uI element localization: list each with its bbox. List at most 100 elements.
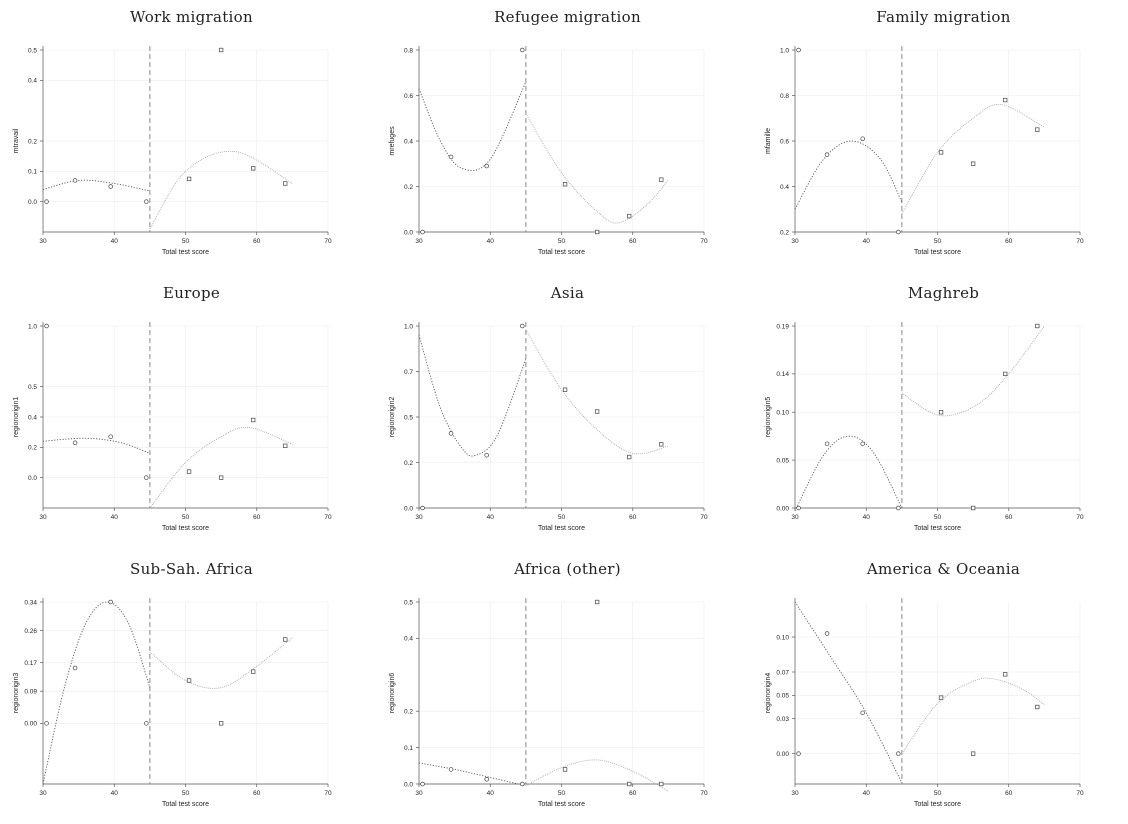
x-tick-label: 60 (1005, 238, 1013, 245)
y-axis-label: mtravail (13, 128, 20, 153)
data-point-right (186, 469, 192, 474)
data-point-right (562, 387, 568, 392)
y-tick-label: 0.5 (28, 384, 37, 391)
y-tick-label: 0.00 (24, 721, 37, 728)
data-point-left (44, 721, 49, 726)
data-point-left (484, 452, 489, 458)
fit-line-right (149, 637, 293, 689)
y-axis-label: mrefuges (389, 126, 396, 156)
data-point-left (420, 781, 425, 787)
x-tick-label: 60 (1005, 790, 1013, 797)
x-tick-label: 30 (415, 514, 423, 521)
x-tick-label: 70 (700, 790, 708, 797)
data-point-left (796, 47, 801, 53)
data-point-left (860, 441, 865, 447)
data-point-right (562, 767, 568, 772)
y-axis-label: regionorigin5 (765, 397, 772, 438)
y-tick-label: 0.5 (404, 414, 413, 421)
fit-line-right (149, 150, 293, 230)
fit-line-right (901, 103, 1045, 215)
chart-title: Asia (550, 284, 584, 302)
data-point-left (108, 184, 113, 189)
x-tick-label: 50 (934, 238, 942, 245)
data-point-right (218, 47, 224, 53)
fit-line-right (525, 759, 669, 792)
x-tick-label: 30 (791, 238, 799, 245)
y-tick-label: 0.5 (404, 599, 413, 606)
x-tick-label: 30 (791, 514, 799, 521)
x-tick-label: 70 (1076, 790, 1084, 797)
x-axis-label: Total test score (538, 525, 585, 532)
x-axis-label: Total test score (538, 249, 585, 256)
y-axis-label: regionorigin3 (13, 673, 20, 714)
chart-panel: Work migration 30 40 50 60 70 0.0 0.1 0.2 0.4 0.5 T… (0, 0, 376, 272)
y-tick-label: 0.2 (780, 229, 789, 236)
x-tick-label: 60 (253, 514, 261, 521)
x-axis-label: Total test score (162, 249, 209, 256)
x-tick-label: 40 (111, 790, 119, 797)
data-point-left (448, 431, 454, 436)
data-point-right (659, 442, 664, 447)
chart-panel: Sub-Sah. Africa 30 40 50 60 70 0.00 0.09 0.17 0.2… (0, 552, 376, 824)
data-point-left (860, 136, 865, 141)
y-tick-label: 1.0 (780, 47, 789, 54)
x-tick-label: 40 (863, 238, 871, 245)
chart-svg: Family migration 30 40 50 60 70 0.2 0.4 0.6 0.8 1.… (765, 8, 1084, 256)
data-point-right (938, 150, 944, 155)
fit-line-left (418, 334, 527, 457)
x-tick-label: 50 (934, 790, 942, 797)
data-point-right (1003, 97, 1008, 103)
data-point-right (251, 166, 256, 171)
x-tick-label: 60 (629, 790, 637, 797)
x-axis-label: Total test score (914, 525, 961, 532)
data-point-left (44, 199, 49, 204)
data-point-left (72, 665, 78, 671)
y-tick-label: 0.4 (404, 138, 413, 145)
y-tick-label: 1.0 (28, 323, 37, 330)
data-point-right (218, 475, 224, 480)
y-tick-label: 0.00 (776, 751, 789, 758)
data-point-right (938, 695, 944, 700)
fit-line-right (901, 325, 1045, 417)
x-tick-label: 50 (934, 514, 942, 521)
y-tick-label: 0.0 (28, 475, 37, 482)
data-point-right (1003, 672, 1008, 677)
fit-line-left (794, 601, 903, 784)
x-tick-label: 30 (39, 514, 47, 521)
y-tick-label: 0.2 (404, 184, 413, 191)
data-point-right (1035, 127, 1040, 132)
data-point-right (251, 417, 256, 423)
data-point-left (144, 721, 149, 726)
chart-svg: Sub-Sah. Africa 30 40 50 60 70 0.00 0.09 0.17 0.2… (13, 560, 332, 808)
y-axis-label: regionorigin6 (389, 673, 396, 714)
y-tick-label: 0.09 (24, 689, 37, 696)
data-point-right (594, 409, 600, 414)
fit-line-left (794, 435, 903, 512)
x-tick-label: 60 (1005, 514, 1013, 521)
chart-title: Maghreb (908, 284, 979, 302)
y-tick-label: 0.2 (404, 709, 413, 716)
chart-title: America & Oceania (866, 560, 1020, 578)
data-point-left (44, 323, 49, 329)
x-tick-label: 30 (39, 238, 47, 245)
y-axis-label: mfamille (765, 128, 772, 154)
data-point-left (520, 781, 525, 787)
data-point-right (659, 177, 664, 182)
data-point-right (562, 182, 568, 187)
data-point-right (938, 410, 944, 415)
chart-svg: Work migration 30 40 50 60 70 0.0 0.1 0.2 0.4 0.5 T… (13, 8, 332, 256)
y-tick-label: 0.1 (28, 169, 37, 176)
data-point-right (283, 181, 288, 186)
chart-svg: Africa (other) 30 40 50 60 70 0.0 0.1 0.2 0.4 0.5 T… (389, 560, 708, 808)
chart-panel: America & Oceania 30 40 50 60 70 0.00 0.03 0.05 0… (752, 552, 1128, 824)
data-point-right (659, 781, 664, 787)
y-tick-label: 0.0 (404, 229, 413, 236)
data-point-left (824, 441, 830, 447)
y-tick-label: 0.1 (404, 745, 413, 752)
fit-line-left (794, 140, 903, 210)
data-point-left (484, 163, 489, 169)
x-tick-label: 30 (791, 790, 799, 797)
fit-line-left (418, 762, 526, 787)
y-tick-label: 0.8 (780, 93, 789, 100)
x-tick-label: 30 (415, 238, 423, 245)
